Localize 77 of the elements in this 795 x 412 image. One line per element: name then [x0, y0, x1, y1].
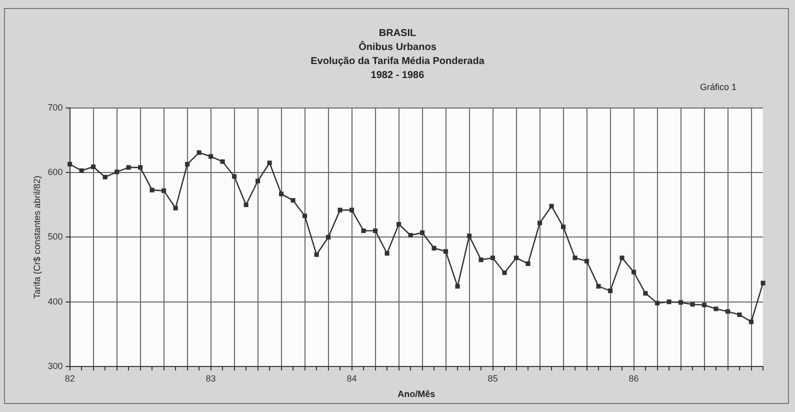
point	[584, 258, 590, 264]
y-tick-label: 700	[48, 102, 63, 112]
point	[737, 312, 742, 317]
point	[244, 202, 248, 208]
point	[267, 160, 272, 166]
y-axis-title: Tarifa (Cr$ constantes abril/82)	[32, 176, 42, 299]
y-tick-label: 500	[48, 232, 63, 242]
point	[537, 220, 542, 226]
point	[302, 214, 308, 218]
point	[467, 234, 472, 238]
text: Evolução da Tarifa Média Ponderada	[310, 56, 486, 67]
x-tick-label: 85	[488, 373, 498, 384]
point	[526, 261, 530, 266]
point	[126, 165, 131, 170]
point	[702, 302, 707, 308]
y-tick-label: 600	[48, 167, 63, 178]
x-axis-title: Ano/Mês	[398, 389, 436, 400]
point	[138, 165, 143, 170]
point	[490, 256, 496, 260]
point	[290, 198, 296, 203]
point	[408, 232, 413, 238]
point	[643, 291, 648, 296]
point	[620, 256, 624, 260]
point	[666, 300, 672, 304]
point	[326, 234, 331, 240]
point	[725, 309, 730, 314]
point	[432, 246, 436, 250]
point	[560, 224, 566, 230]
point	[748, 320, 754, 324]
chart-subtitle: Ônibus Urbanos	[358, 42, 438, 53]
point	[714, 306, 718, 312]
point	[114, 170, 120, 174]
point	[596, 284, 601, 289]
point	[549, 204, 554, 208]
point	[102, 174, 108, 180]
point	[760, 280, 766, 286]
point	[185, 162, 190, 166]
chart-title: BRASIL	[378, 28, 418, 39]
point	[361, 228, 366, 234]
point	[162, 188, 166, 193]
y-tick-label: 400	[48, 296, 63, 306]
text: Gráfico 1	[700, 82, 737, 92]
point	[420, 230, 425, 235]
point	[396, 222, 402, 227]
y-tick-label: 300	[48, 360, 63, 371]
point	[678, 300, 684, 305]
point	[208, 154, 214, 159]
point	[455, 284, 460, 289]
point	[444, 249, 448, 254]
point	[690, 302, 695, 307]
point	[514, 256, 519, 260]
point	[654, 300, 660, 306]
point	[350, 208, 354, 212]
x-tick-label: 86	[628, 373, 639, 384]
point	[91, 164, 96, 170]
point	[220, 159, 225, 164]
point	[256, 178, 260, 184]
point	[572, 256, 578, 260]
point	[68, 162, 72, 166]
point	[79, 168, 84, 173]
point	[196, 150, 202, 155]
text: 1982 - 1986	[370, 70, 426, 81]
point	[279, 192, 284, 196]
point	[502, 270, 507, 276]
point	[173, 206, 178, 210]
point	[150, 188, 154, 192]
point	[373, 228, 378, 234]
x-tick-label: 82	[64, 373, 75, 384]
point	[384, 251, 390, 256]
point	[338, 208, 342, 212]
x-tick-label: 83	[206, 373, 216, 384]
x-tick-label: 84	[346, 373, 357, 384]
point	[608, 288, 613, 294]
point	[631, 270, 636, 274]
point	[232, 174, 237, 179]
point	[478, 258, 484, 262]
point	[314, 252, 319, 257]
